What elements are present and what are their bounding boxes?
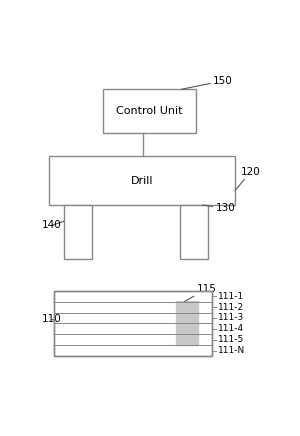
Text: 115: 115: [185, 284, 217, 301]
Bar: [64, 205, 92, 259]
Text: 111-4: 111-4: [218, 324, 244, 334]
Text: 120: 120: [235, 167, 261, 191]
Bar: [54, 291, 212, 356]
Bar: [54, 291, 212, 356]
Text: 111-1: 111-1: [218, 292, 244, 301]
Text: 111-N: 111-N: [218, 346, 245, 355]
Text: Drill: Drill: [131, 176, 153, 186]
Text: 140: 140: [42, 220, 64, 230]
Text: 150: 150: [182, 76, 233, 89]
Bar: [49, 157, 235, 205]
Bar: [176, 301, 198, 345]
Text: 111-2: 111-2: [218, 303, 244, 312]
Text: 110: 110: [42, 314, 62, 324]
Text: 111-3: 111-3: [218, 313, 244, 323]
Text: Control Unit: Control Unit: [116, 106, 182, 116]
Bar: [181, 205, 208, 259]
Bar: [103, 89, 196, 133]
Text: 130: 130: [203, 204, 235, 214]
Text: 111-5: 111-5: [218, 335, 244, 344]
